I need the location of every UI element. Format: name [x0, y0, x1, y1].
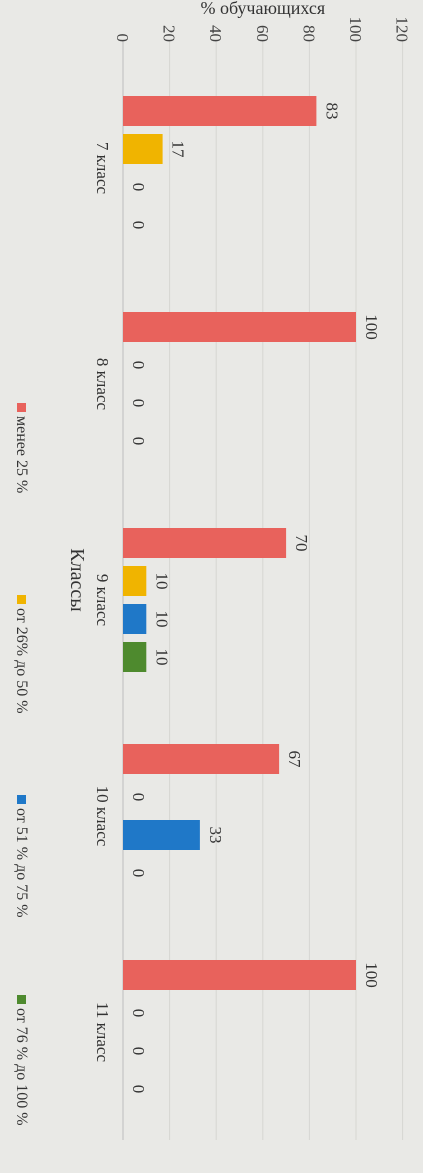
- bar: [123, 312, 356, 342]
- y-tick-label: 20: [160, 25, 179, 42]
- legend-swatch: [17, 995, 26, 1004]
- legend-swatch: [17, 795, 26, 804]
- bars: [122, 96, 356, 990]
- data-label: 10: [152, 573, 171, 590]
- legend-label: от 76 % до 100 %: [13, 1008, 30, 1126]
- data-label: 17: [169, 141, 188, 159]
- data-label: 10: [152, 649, 171, 666]
- data-label: 83: [322, 103, 341, 120]
- data-label: 100: [362, 314, 381, 340]
- data-label: 100: [362, 962, 381, 988]
- y-tick-label: 100: [346, 17, 365, 43]
- legend-item: менее 25 %: [13, 403, 30, 493]
- data-label: 0: [129, 183, 148, 192]
- y-tick-label: 40: [206, 25, 225, 42]
- data-label: 0: [129, 221, 148, 230]
- bar: [122, 642, 147, 672]
- data-label: 0: [129, 869, 148, 878]
- data-label: 33: [206, 827, 225, 844]
- bar: [123, 96, 317, 126]
- category-labels: 7 класс 8 класс 9 класс 10 класс 11 класс: [93, 142, 112, 1063]
- bar: [122, 566, 147, 596]
- data-label: 0: [129, 1085, 148, 1094]
- category-label: 8 класс: [93, 358, 112, 411]
- category-label: 9 класс: [93, 574, 112, 627]
- x-axis-title: Классы: [66, 548, 88, 611]
- y-axis-title: % обучающихся: [200, 0, 325, 18]
- bar: [123, 528, 287, 558]
- gridlines: [122, 40, 404, 1140]
- data-label: 0: [129, 793, 148, 802]
- bar: [122, 134, 163, 164]
- bar: [123, 820, 200, 850]
- bar: [123, 744, 280, 774]
- data-label: 0: [129, 361, 148, 370]
- y-tick-label: 60: [253, 25, 272, 42]
- category-label: 7 класс: [93, 142, 112, 195]
- data-label: 0: [129, 399, 148, 408]
- legend-label: от 51 % до 75 %: [13, 808, 30, 918]
- data-label: 67: [285, 751, 304, 769]
- data-label: 10: [152, 611, 171, 628]
- y-axis-ticks: 0 20 40 60 80 100 120: [113, 17, 412, 43]
- bar: [123, 960, 356, 990]
- y-tick-label: 120: [393, 17, 412, 43]
- legend-label: менее 25 %: [13, 416, 30, 493]
- legend-item: от 51 % до 75 %: [13, 795, 30, 918]
- y-tick-label: 80: [299, 25, 318, 42]
- legend-label: от 26% до 50 %: [13, 608, 30, 714]
- bar: [122, 604, 147, 634]
- y-tick-label: 0: [113, 34, 132, 43]
- legend-swatch: [17, 403, 26, 412]
- data-label: 0: [129, 1047, 148, 1056]
- data-labels: 83 17 0 0 100 0 0 0 70 10 10 10 67 0 33 0 100 0 0 0: [129, 103, 381, 1094]
- legend-item: от 76 % до 100 %: [13, 995, 30, 1126]
- data-label: 0: [129, 437, 148, 446]
- chart-rotated-group: 0 20 40 60 80 100 120% обучающихся831700100000…: [13, 0, 412, 1140]
- data-label: 0: [129, 1009, 148, 1018]
- legend: менее 25 % от 26% до 50 % от 51 % до 75 % о…: [13, 403, 30, 1126]
- category-label: 10 класс: [93, 786, 112, 847]
- category-label: 11 класс: [93, 1002, 112, 1062]
- legend-item: от 26% до 50 %: [13, 595, 30, 714]
- legend-swatch: [17, 595, 26, 604]
- data-label: 70: [292, 535, 311, 552]
